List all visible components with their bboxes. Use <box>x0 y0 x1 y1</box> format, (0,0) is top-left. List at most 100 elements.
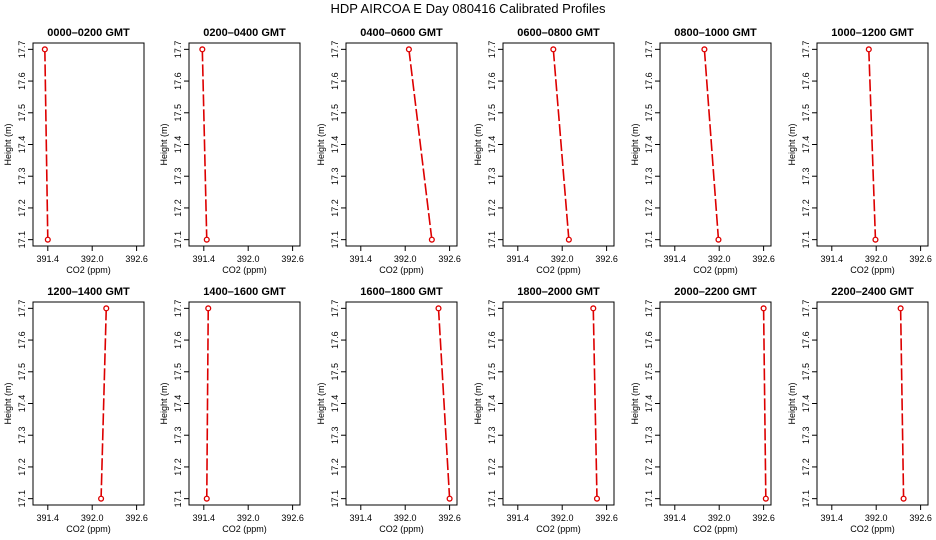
data-point <box>900 495 907 502</box>
profile-line <box>868 49 877 240</box>
x-axis-label: CO2 (ppm) <box>536 265 581 275</box>
x-tick-label: 392.6 <box>595 513 618 523</box>
y-tick-label: 17.7 <box>17 300 27 318</box>
plot-frame <box>345 42 458 247</box>
x-axis-label: CO2 (ppm) <box>693 265 738 275</box>
y-tick-label: 17.2 <box>330 199 340 217</box>
y-tick-label: 17.6 <box>173 72 183 90</box>
y-axis-label: Height (m) <box>630 382 640 424</box>
x-tick-label: 392.6 <box>752 254 775 264</box>
x-tick-label: 392.6 <box>909 513 932 523</box>
y-tick-label: 17.1 <box>17 490 27 508</box>
y-tick-label: 17.2 <box>173 199 183 217</box>
y-axis-label: Height (m) <box>316 382 326 424</box>
y-tick-label: 17.6 <box>487 72 497 90</box>
y-tick-label: 17.3 <box>173 167 183 185</box>
y-tick-label: 17.5 <box>801 363 811 381</box>
y-axis-label: Height (m) <box>787 382 797 424</box>
y-tick-label: 17.4 <box>17 395 27 413</box>
y-axis-label: Height (m) <box>787 123 797 165</box>
y-tick-label: 17.5 <box>487 104 497 122</box>
panel-title: 1800–2000 GMT <box>517 286 600 298</box>
profile-line <box>762 308 767 499</box>
plot-frame <box>32 301 145 506</box>
data-point <box>446 495 453 502</box>
data-point <box>435 305 442 312</box>
y-tick-label: 17.1 <box>330 231 340 249</box>
y-axis-label: Height (m) <box>159 123 169 165</box>
panel-title: 0800–1000 GMT <box>674 27 757 39</box>
y-tick-label: 17.5 <box>644 363 654 381</box>
y-tick-label: 17.2 <box>801 199 811 217</box>
y-tick-label: 17.5 <box>173 363 183 381</box>
x-tick-label: 392.0 <box>394 513 417 523</box>
x-axis-label: CO2 (ppm) <box>379 524 424 534</box>
y-tick-label: 17.4 <box>487 136 497 154</box>
y-tick-label: 17.4 <box>330 136 340 154</box>
profile-line <box>703 49 720 240</box>
x-tick-label: 392.6 <box>909 254 932 264</box>
y-tick-label: 17.2 <box>330 458 340 476</box>
y-tick-label: 17.7 <box>644 300 654 318</box>
y-tick-label: 17.6 <box>17 72 27 90</box>
plot-frame <box>188 301 301 506</box>
panel-title: 2200–2400 GMT <box>831 286 914 298</box>
y-tick-label: 17.2 <box>644 199 654 217</box>
data-point <box>199 46 206 53</box>
data-point <box>897 305 904 312</box>
y-tick-label: 17.7 <box>173 300 183 318</box>
y-tick-label: 17.7 <box>801 300 811 318</box>
y-axis-label: Height (m) <box>316 123 326 165</box>
x-tick-label: 392.6 <box>281 254 304 264</box>
x-axis-label: CO2 (ppm) <box>66 524 111 534</box>
data-point <box>203 236 210 243</box>
plot-frame <box>502 42 615 247</box>
y-tick-label: 17.5 <box>644 104 654 122</box>
data-point <box>405 46 412 53</box>
panel-3: 0400–0600 GMT 391.4 392.0 392.6 17.1 17.2 17.3… <box>316 27 461 275</box>
y-tick-label: 17.3 <box>487 167 497 185</box>
y-tick-label: 17.2 <box>801 458 811 476</box>
y-tick-label: 17.6 <box>644 331 654 349</box>
panel-title: 0600–0800 GMT <box>517 27 600 39</box>
y-tick-label: 17.1 <box>173 231 183 249</box>
x-tick-label: 392.6 <box>438 513 461 523</box>
x-axis-label: CO2 (ppm) <box>850 524 895 534</box>
y-tick-label: 17.1 <box>801 231 811 249</box>
profile-line <box>437 308 451 499</box>
y-tick-label: 17.1 <box>801 490 811 508</box>
panel-2: 0200–0400 GMT 391.4 392.0 392.6 17.1 17.2 17.3… <box>159 27 304 275</box>
y-tick-label: 17.5 <box>17 363 27 381</box>
page-title: HDP AIRCOA E Day 080416 Calibrated Profi… <box>330 1 606 16</box>
y-tick-label: 17.7 <box>487 41 497 59</box>
x-tick-label: 392.0 <box>551 513 574 523</box>
y-tick-label: 17.7 <box>644 41 654 59</box>
data-point <box>98 495 105 502</box>
y-tick-label: 17.7 <box>487 300 497 318</box>
profile-line <box>44 49 49 240</box>
x-tick-label: 391.4 <box>350 513 373 523</box>
x-tick-label: 392.0 <box>394 254 417 264</box>
data-point <box>872 236 879 243</box>
y-tick-label: 17.3 <box>801 426 811 444</box>
panel-11: 2000–2200 GMT 391.4 392.0 392.6 17.1 17.2 17.3… <box>630 286 775 534</box>
y-tick-label: 17.6 <box>644 72 654 90</box>
data-point <box>762 495 769 502</box>
y-tick-label: 17.6 <box>17 331 27 349</box>
y-axis-label: Height (m) <box>3 123 13 165</box>
x-tick-label: 392.6 <box>752 513 775 523</box>
x-tick-label: 392.0 <box>865 254 888 264</box>
y-tick-label: 17.1 <box>173 490 183 508</box>
x-tick-label: 391.4 <box>507 254 530 264</box>
x-tick-label: 391.4 <box>664 513 687 523</box>
panel-6: 1000–1200 GMT 391.4 392.0 392.6 17.1 17.2 17.3… <box>787 27 932 275</box>
data-point <box>701 46 708 53</box>
y-axis-label: Height (m) <box>473 382 483 424</box>
x-axis-label: CO2 (ppm) <box>222 265 267 275</box>
data-point <box>865 46 872 53</box>
profile-line <box>205 308 210 499</box>
x-tick-label: 391.4 <box>821 254 844 264</box>
y-tick-label: 17.2 <box>17 199 27 217</box>
y-tick-label: 17.6 <box>801 331 811 349</box>
